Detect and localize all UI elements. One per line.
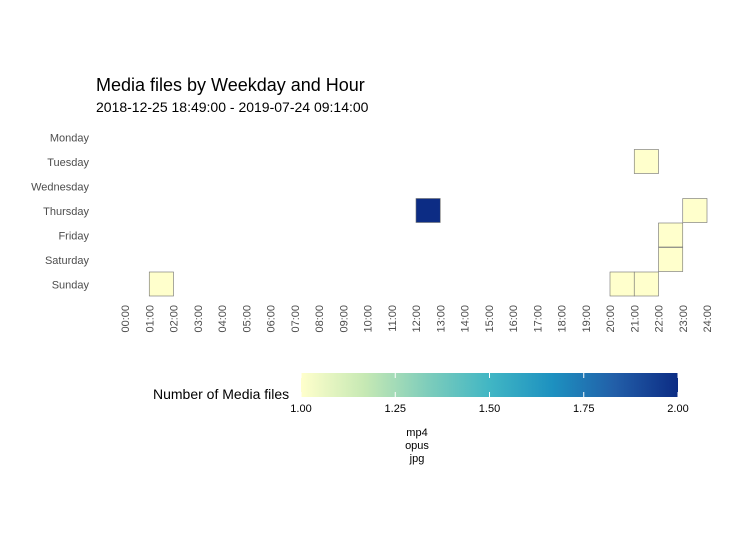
legend-tick-label: 1.75 <box>573 403 594 415</box>
y-tick-label: Sunday <box>52 279 90 291</box>
x-tick-label: 19:00 <box>581 305 593 333</box>
media-type-label: opus <box>405 440 429 452</box>
y-tick-label: Wednesday <box>31 181 89 193</box>
x-tick-label: 05:00 <box>241 305 253 333</box>
color-legend: Number of Media files 1.00 1.25 1.50 1.75 2.… <box>153 373 689 415</box>
x-axis-labels: 00:00 01:00 02:00 03:00 04:00 05:00 06:00 07:00… <box>120 305 714 333</box>
legend-tick-label: 1.50 <box>479 403 500 415</box>
legend-tick-label: 1.25 <box>385 403 406 415</box>
x-tick-label: 01:00 <box>144 305 156 333</box>
heatmap-cells <box>148 149 708 297</box>
x-tick-label: 16:00 <box>508 305 520 333</box>
y-tick-label: Thursday <box>43 206 89 218</box>
heatmap-cell <box>633 271 659 297</box>
x-tick-label: 03:00 <box>193 305 205 333</box>
chart-subtitle: 2018-12-25 18:49:00 - 2019-07-24 09:14:0… <box>96 99 369 115</box>
heatmap-cell <box>682 198 708 223</box>
legend-title: Number of Media files <box>153 386 289 402</box>
y-tick-label: Tuesday <box>47 157 89 169</box>
x-tick-label: 12:00 <box>411 305 423 333</box>
heatmap-cell <box>658 247 684 272</box>
x-tick-label: 11:00 <box>387 305 399 332</box>
x-tick-label: 23:00 <box>678 305 690 333</box>
x-tick-label: 22:00 <box>654 305 666 333</box>
x-tick-label: 15:00 <box>484 305 496 333</box>
legend-tick-label: 2.00 <box>667 403 688 415</box>
x-tick-label: 04:00 <box>217 305 229 333</box>
x-tick-label: 00:00 <box>120 305 132 333</box>
x-tick-label: 17:00 <box>532 305 544 333</box>
legend-tick-label: 1.00 <box>290 403 311 415</box>
media-type-label: jpg <box>409 453 425 465</box>
x-tick-label: 06:00 <box>266 305 278 333</box>
y-tick-label: Friday <box>58 230 89 242</box>
heatmap-cell <box>658 222 684 248</box>
x-tick-label: 13:00 <box>435 305 447 333</box>
y-tick-label: Monday <box>50 132 90 144</box>
chart-title: Media files by Weekday and Hour <box>96 75 365 95</box>
heatmap-cell <box>609 271 635 297</box>
heatmap-cell <box>415 198 441 223</box>
x-tick-label: 20:00 <box>605 305 617 333</box>
x-tick-label: 07:00 <box>290 305 302 333</box>
y-tick-label: Saturday <box>45 255 90 267</box>
media-type-label: mp4 <box>406 427 427 439</box>
heatmap-cell <box>633 149 659 174</box>
x-tick-label: 14:00 <box>460 305 472 333</box>
x-tick-label: 02:00 <box>169 305 181 333</box>
x-tick-label: 21:00 <box>629 305 641 333</box>
y-axis-labels: Monday Tuesday Wednesday Thursday Friday Satu… <box>31 132 89 291</box>
x-tick-label: 09:00 <box>338 305 350 333</box>
heatmap-cell <box>148 271 174 297</box>
x-tick-label: 18:00 <box>557 305 569 333</box>
x-tick-label: 24:00 <box>702 305 714 333</box>
x-tick-label: 10:00 <box>363 305 375 333</box>
x-tick-label: 08:00 <box>314 305 326 333</box>
